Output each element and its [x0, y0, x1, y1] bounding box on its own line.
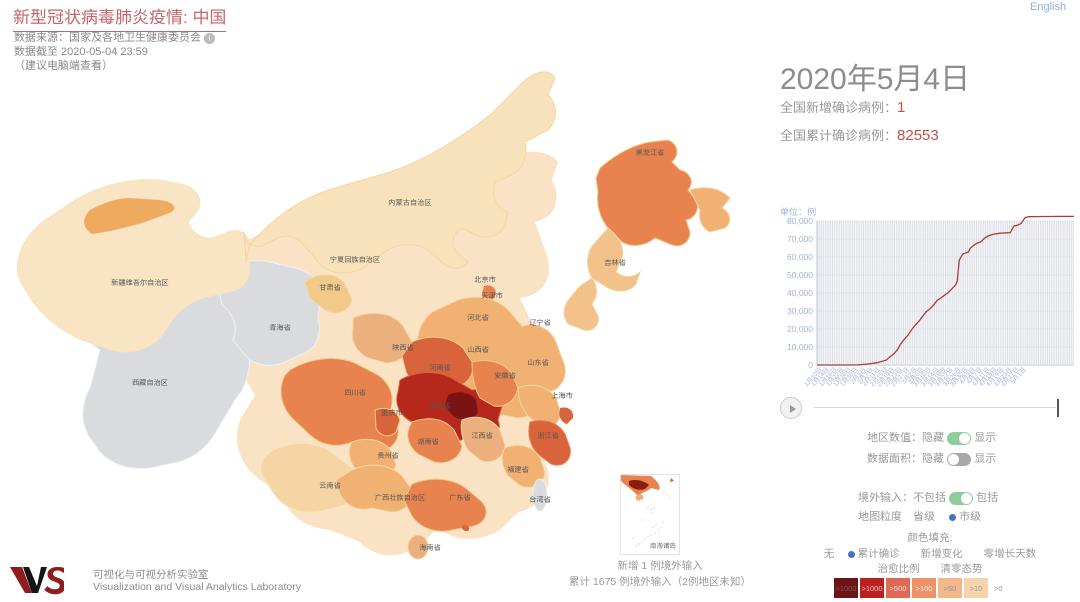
svg-text:重庆市: 重庆市 [381, 408, 403, 417]
svg-text:40,000: 40,000 [787, 288, 813, 298]
svg-text:天津市: 天津市 [481, 291, 503, 300]
svg-text:云南省: 云南省 [319, 481, 341, 490]
svg-text:北京市: 北京市 [474, 275, 496, 284]
svg-text:福建省: 福建省 [507, 465, 529, 474]
svg-text:80,000: 80,000 [787, 216, 813, 226]
svg-text:安徽省: 安徽省 [494, 371, 516, 380]
svg-text:辽宁省: 辽宁省 [529, 318, 551, 327]
svg-text:>10: >10 [970, 584, 983, 593]
svg-text:湖南省: 湖南省 [417, 437, 439, 446]
svg-text:河南省: 河南省 [429, 363, 451, 372]
svg-text:四川省: 四川省 [344, 388, 366, 397]
svg-text:70,000: 70,000 [787, 234, 813, 244]
svg-text:黑龙江省: 黑龙江省 [636, 148, 665, 157]
svg-text:30,000: 30,000 [787, 306, 813, 316]
svg-text:陕西省: 陕西省 [392, 343, 414, 352]
svg-text:>1000: >1000 [835, 584, 856, 593]
svg-text:>50: >50 [944, 584, 957, 593]
svg-text:广东省: 广东省 [449, 493, 471, 502]
svg-text:山东省: 山东省 [527, 358, 549, 367]
svg-text:台湾省: 台湾省 [529, 495, 551, 504]
svg-text:>100: >100 [916, 584, 933, 593]
svg-text:浙江省: 浙江省 [537, 431, 559, 440]
svg-text:河北省: 河北省 [467, 313, 489, 322]
svg-text:青海省: 青海省 [269, 323, 291, 332]
svg-text:20,000: 20,000 [787, 324, 813, 334]
svg-text:>500: >500 [890, 584, 907, 593]
svg-text:江西省: 江西省 [471, 431, 493, 440]
svg-text:内蒙古自治区: 内蒙古自治区 [388, 198, 431, 207]
svg-text:10,000: 10,000 [787, 342, 813, 352]
svg-text:西藏自治区: 西藏自治区 [132, 378, 168, 387]
svg-text:>1000: >1000 [861, 584, 882, 593]
svg-text:山西省: 山西省 [467, 345, 489, 354]
svg-text:60,000: 60,000 [787, 252, 813, 262]
svg-text:贵州省: 贵州省 [377, 451, 399, 460]
svg-text:湖北省: 湖北省 [429, 401, 451, 410]
svg-text:海南省: 海南省 [419, 543, 441, 552]
svg-text:宁夏回族自治区: 宁夏回族自治区 [330, 255, 380, 264]
svg-text:吉林省: 吉林省 [604, 258, 626, 267]
svg-text:50,000: 50,000 [787, 270, 813, 280]
svg-text:甘肃省: 甘肃省 [319, 283, 341, 292]
svg-text:上海市: 上海市 [551, 391, 573, 400]
svg-text:>0: >0 [994, 584, 1003, 593]
svg-text:新疆维吾尔自治区: 新疆维吾尔自治区 [111, 278, 169, 287]
svg-text:广西壮族自治区: 广西壮族自治区 [375, 493, 425, 502]
